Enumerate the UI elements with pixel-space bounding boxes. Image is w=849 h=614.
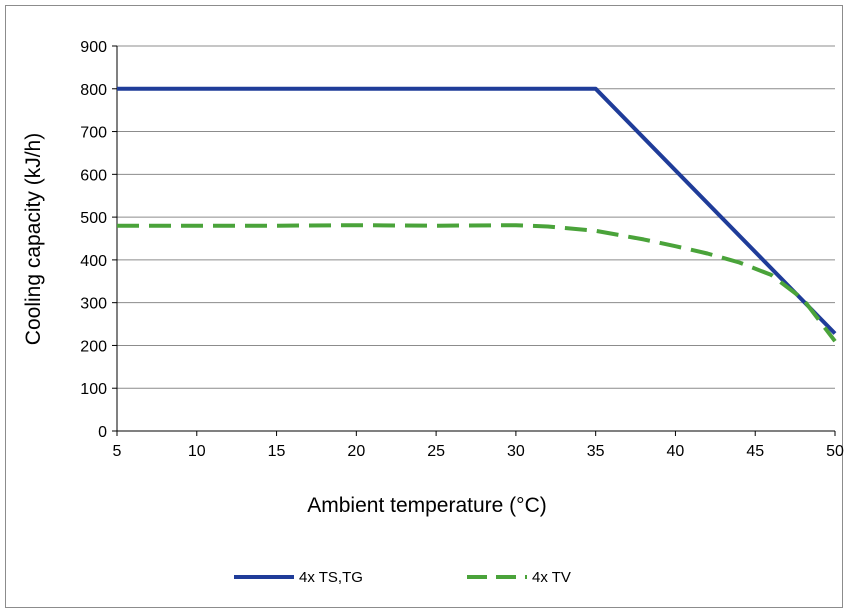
- x-tick-label: 35: [587, 443, 605, 460]
- legend: 4x TS,TG 4x TV: [234, 569, 571, 586]
- y-tick-label: 800: [80, 82, 107, 99]
- y-axis-title: Cooling capacity (kJ/h): [22, 133, 45, 345]
- y-tick-label: 700: [80, 125, 107, 142]
- y-tick-label: 400: [80, 253, 107, 270]
- legend-label-1: 4x TV: [532, 569, 571, 586]
- x-tick-label: 10: [188, 443, 206, 460]
- grid-layer: [117, 45, 835, 389]
- y-tick-label: 500: [80, 210, 107, 227]
- y-tick-label: 900: [80, 39, 107, 56]
- chart-frame: [5, 5, 843, 608]
- x-tick-label: 50: [826, 443, 844, 460]
- series-layer: [117, 86, 837, 343]
- x-tick-label: 40: [667, 443, 685, 460]
- x-tick-label: 5: [113, 443, 122, 460]
- x-tick-label: 30: [507, 443, 525, 460]
- x-tick-label: 45: [746, 443, 764, 460]
- x-axis-title: Ambient temperature (°C): [307, 494, 546, 517]
- axis-layer: [112, 45, 836, 436]
- x-tick-label: 20: [347, 443, 365, 460]
- tick-label-layer: 0 100 200 300 400 500 600 700 800 900 5 10 15 20 25 30 3…: [80, 39, 844, 460]
- legend-label-0: 4x TS,TG: [299, 569, 363, 586]
- x-tick-label: 25: [427, 443, 445, 460]
- x-tick-label: 15: [268, 443, 286, 460]
- y-tick-label: 0: [98, 424, 107, 441]
- y-tick-label: 600: [80, 167, 107, 184]
- y-tick-label: 200: [80, 338, 107, 355]
- y-tick-label: 100: [80, 381, 107, 398]
- series-line-1: [117, 223, 837, 343]
- series-line-0: [117, 86, 837, 335]
- y-tick-label: 300: [80, 296, 107, 313]
